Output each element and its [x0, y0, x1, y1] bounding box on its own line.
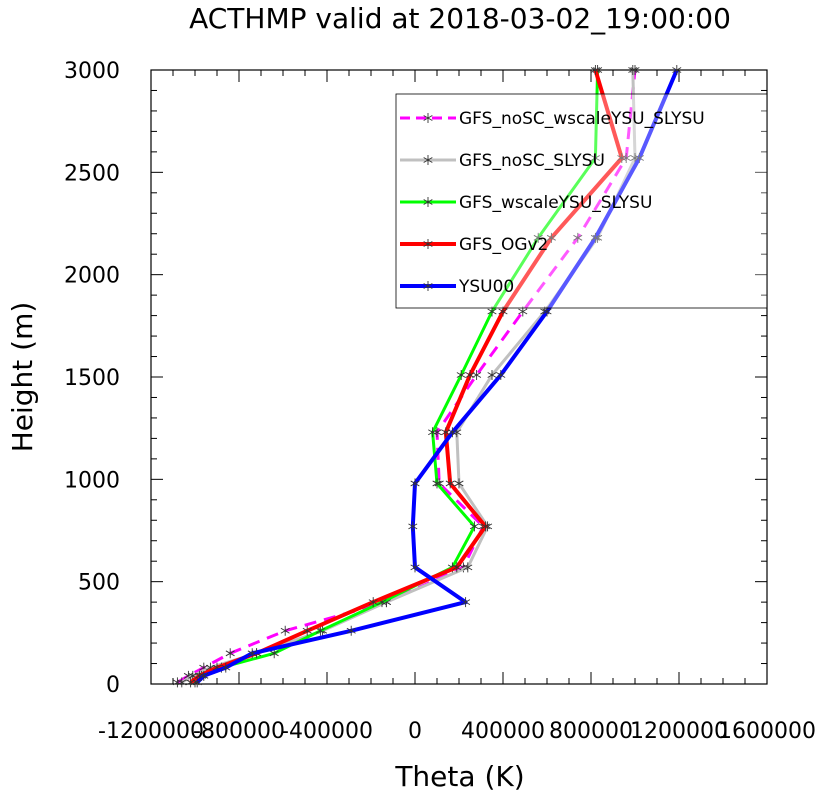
- data-point-marker: [480, 521, 490, 532]
- data-point-marker: [423, 155, 433, 165]
- legend-label: GFS_wscaleYSU_SLYSU: [459, 193, 652, 213]
- y-tick-label: 1500: [64, 366, 120, 391]
- legend-label: GFS_OGv2: [459, 235, 548, 255]
- data-point-marker: [628, 65, 638, 75]
- data-point-marker: [590, 153, 600, 164]
- x-tick-label: -800000: [193, 719, 285, 744]
- x-tick-label: 0: [408, 719, 422, 744]
- data-point-marker: [408, 521, 418, 532]
- series-line: [176, 69, 637, 684]
- data-point-marker: [423, 239, 433, 249]
- chart-title: ACTHMP valid at 2018-03-02_19:00:00: [189, 2, 731, 35]
- legend-label: GFS_noSC_SLYSU: [459, 151, 605, 171]
- y-tick-label: 2500: [64, 161, 120, 186]
- series-GFS_OGv2: [186, 65, 627, 688]
- data-point-marker: [465, 369, 475, 380]
- legend-item: GFS_OGv2: [400, 235, 548, 255]
- data-point-marker: [672, 65, 682, 75]
- data-point-marker: [280, 625, 290, 636]
- legend-item: GFS_noSC_wscaleYSU_SLYSU: [400, 109, 705, 129]
- data-point-marker: [487, 369, 497, 380]
- data-point-marker: [346, 625, 356, 636]
- data-point-marker: [590, 65, 600, 75]
- data-point-marker: [456, 369, 466, 380]
- data-point-marker: [315, 625, 325, 636]
- y-tick-label: 2000: [64, 264, 120, 289]
- data-point-marker: [172, 677, 182, 688]
- legend-item: YSU00: [400, 277, 514, 297]
- plot-frame: [150, 69, 768, 685]
- data-point-marker: [368, 597, 378, 608]
- series-GFS_wscaleYSU_SLYSU: [190, 65, 603, 688]
- data-point-marker: [221, 662, 231, 673]
- data-point-marker: [423, 281, 433, 291]
- x-tick-label: -400000: [281, 719, 373, 744]
- y-tick-label: 500: [78, 571, 120, 596]
- y-tick-label: 3000: [64, 59, 120, 84]
- data-point-marker: [225, 648, 235, 659]
- x-tick-label: -1200000: [98, 719, 204, 744]
- data-point-marker: [463, 562, 473, 573]
- series-layer: [172, 65, 682, 688]
- y-tick-label: 0: [106, 673, 120, 698]
- data-point-marker: [432, 478, 442, 489]
- x-tick-label: 1200000: [630, 719, 728, 744]
- tick-labels: -1200000-800000-400000 0 400000 80000012000…: [64, 59, 816, 744]
- data-point-marker: [445, 478, 455, 489]
- legend: GFS_noSC_wscaleYSU_SLYSU GFS_noSC_SLYSU GF…: [395, 93, 768, 309]
- data-point-marker: [428, 427, 438, 438]
- data-point-marker: [546, 232, 556, 243]
- data-point-marker: [617, 153, 627, 164]
- data-point-marker: [573, 232, 583, 243]
- x-tick-label: 1600000: [718, 719, 816, 744]
- data-point-marker: [461, 597, 471, 608]
- series-YSU00: [192, 65, 682, 688]
- data-point-marker: [634, 153, 644, 164]
- data-point-marker: [496, 369, 506, 380]
- data-point-marker: [452, 562, 462, 573]
- data-point-marker: [410, 478, 420, 489]
- data-point-marker: [423, 113, 433, 123]
- data-point-marker: [590, 232, 600, 243]
- data-point-marker: [533, 232, 543, 243]
- data-point-marker: [410, 562, 420, 573]
- data-point-marker: [469, 521, 479, 532]
- data-point-marker: [177, 677, 187, 688]
- data-point-marker: [302, 625, 312, 636]
- x-tick-label: 800000: [549, 719, 633, 744]
- y-tick-label: 1000: [64, 468, 120, 493]
- data-point-marker: [192, 677, 202, 688]
- legend-label: YSU00: [458, 277, 514, 297]
- data-point-marker: [199, 670, 209, 681]
- data-point-marker: [447, 427, 457, 438]
- legend-box: [395, 93, 768, 309]
- x-tick-label: 400000: [461, 719, 545, 744]
- data-point-marker: [247, 648, 257, 659]
- x-axis-label: Theta (K): [394, 760, 524, 793]
- legend-item: GFS_wscaleYSU_SLYSU: [400, 193, 652, 213]
- data-point-marker: [454, 478, 464, 489]
- y-axis-label: Height (m): [6, 302, 39, 453]
- data-point-marker: [423, 197, 433, 207]
- legend-label: GFS_noSC_wscaleYSU_SLYSU: [459, 109, 705, 129]
- legend-item: GFS_noSC_SLYSU: [400, 151, 605, 171]
